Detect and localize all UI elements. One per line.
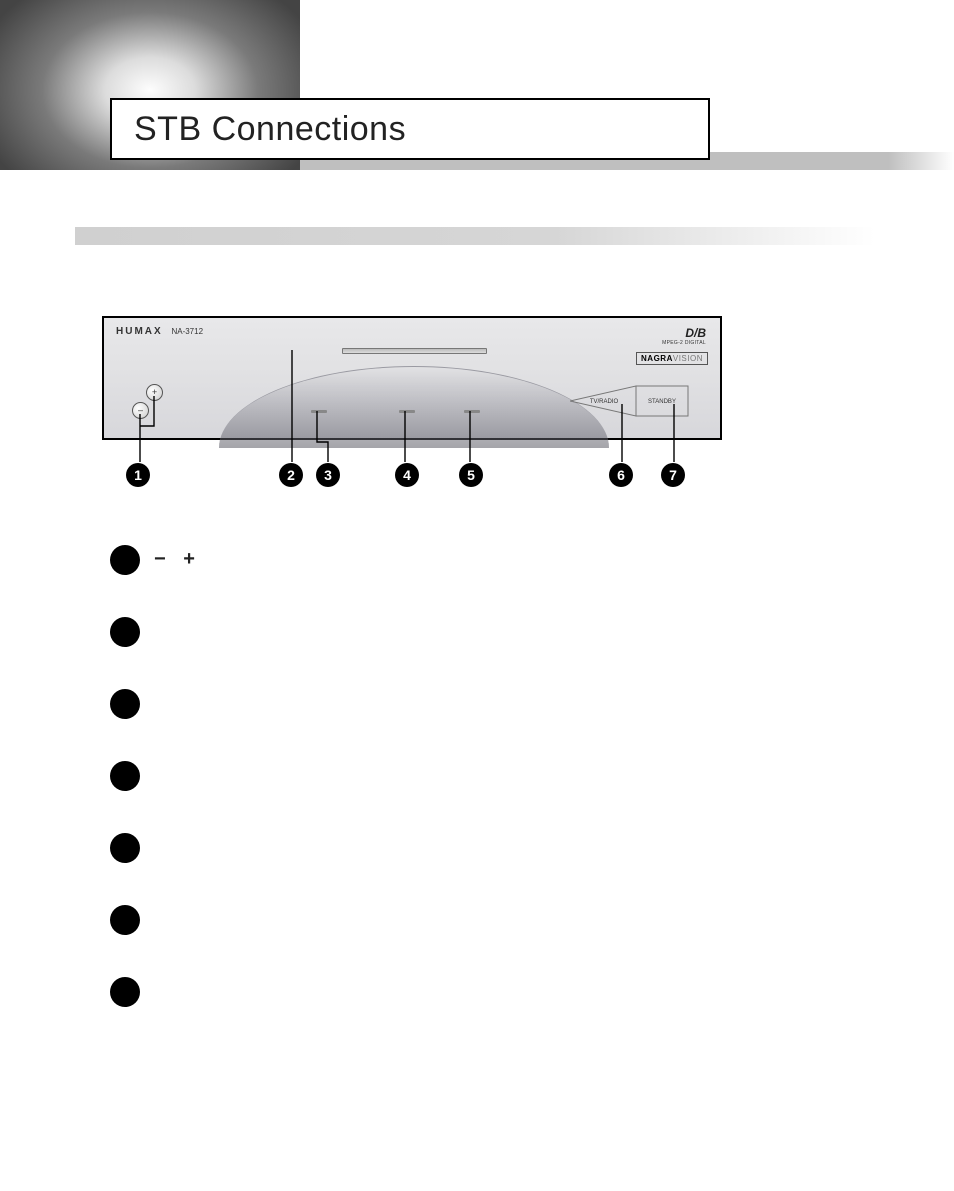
bullet-icon (110, 977, 140, 1007)
callout-circle-2: 2 (279, 463, 303, 487)
dvb-subtext: MPEG-2 DIGITAL (662, 340, 706, 346)
callout-circle-3: 3 (316, 463, 340, 487)
description-item-4 (110, 761, 830, 791)
description-item-3 (110, 689, 830, 719)
bullet-icon (110, 905, 140, 935)
front-display-slot (342, 348, 487, 354)
standby-label: STANDBY (648, 399, 676, 405)
nagra-light: VISION (673, 354, 703, 363)
bullet-icon (110, 833, 140, 863)
device-brand: HUMAX NA-3712 (116, 326, 203, 337)
description-list: − + (110, 545, 830, 1049)
nagravision-logo: NAGRAVISION (636, 352, 708, 365)
indicator-led-1 (311, 410, 327, 413)
callout-circle-5: 5 (459, 463, 483, 487)
tvradio-standby-buttons: TV/RADIO STANDBY (570, 382, 692, 420)
dvb-logo-block: D/B MPEG-2 DIGITAL (662, 326, 706, 346)
dvb-logo: D/B (662, 326, 706, 340)
description-item-5 (110, 833, 830, 863)
tvradio-label: TV/RADIO (590, 399, 619, 405)
section-divider-stripe (75, 227, 875, 245)
callout-circle-7: 7 (661, 463, 685, 487)
description-item-7 (110, 977, 830, 1007)
device-front-panel: HUMAX NA-3712 D/B MPEG-2 DIGITAL NAGRAVI… (102, 316, 722, 440)
description-item-6 (110, 905, 830, 935)
item-1-symbols: − + (154, 548, 201, 571)
description-item-2 (110, 617, 830, 647)
bullet-icon (110, 545, 140, 575)
description-item-1: − + (110, 545, 830, 575)
model-text: NA-3712 (171, 327, 203, 336)
front-lens-curve (219, 366, 609, 448)
bullet-icon (110, 761, 140, 791)
channel-down-button: – (132, 402, 149, 419)
indicator-led-3 (464, 410, 480, 413)
brand-text: HUMAX (116, 326, 163, 337)
bullet-icon (110, 689, 140, 719)
callout-circle-4: 4 (395, 463, 419, 487)
nagra-bold: NAGRA (641, 354, 673, 363)
page-title-box: STB Connections (110, 98, 710, 160)
channel-up-button: + (146, 384, 163, 401)
callout-circle-1: 1 (126, 463, 150, 487)
bullet-icon (110, 617, 140, 647)
callout-circle-6: 6 (609, 463, 633, 487)
page-title: STB Connections (134, 110, 406, 149)
indicator-led-2 (399, 410, 415, 413)
